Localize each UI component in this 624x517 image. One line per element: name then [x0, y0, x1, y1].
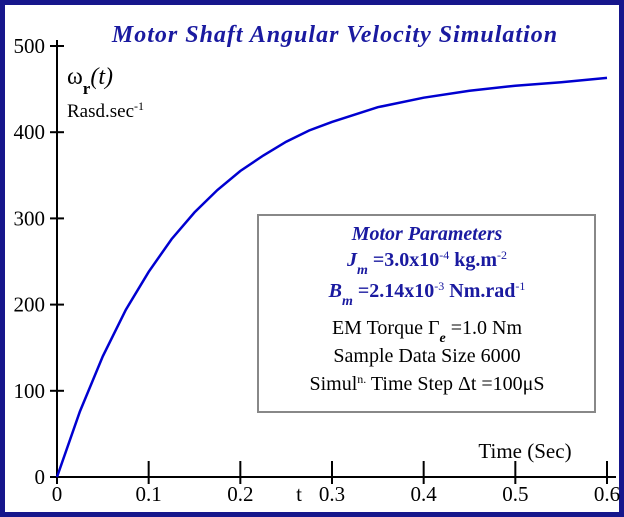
annotation-part: EM Torque Γ [332, 317, 440, 339]
x-tick-label: 0.6 [594, 482, 620, 506]
chart-title: Motor Shaft Angular Velocity Simulation [111, 22, 558, 48]
y-axis-label-part: ω [67, 64, 83, 90]
annotation-line: Simuln. Time Step Δt =100μS [309, 372, 544, 395]
y-tick-label: 0 [35, 465, 46, 489]
x-tick-label: 0.5 [502, 482, 528, 506]
x-tick-label: 0.3 [319, 482, 345, 506]
annotation-part: =1.0 Nm [446, 317, 523, 339]
annotation-line: EM Torque Γe =1.0 Nm [332, 317, 523, 346]
annotation-part: B [328, 280, 342, 302]
x-tick-label: 0.1 [136, 482, 162, 506]
annotation-part: m [357, 263, 368, 278]
annotation-part: =3.0x10 [368, 249, 439, 271]
annotation-box [257, 214, 596, 413]
y-axis-label: ωr(t) [67, 64, 113, 98]
y-axis-label-part: (t) [90, 64, 113, 90]
annotation-part: Nm.rad [444, 280, 515, 302]
y-tick-label: 200 [14, 293, 46, 317]
data-line [55, 76, 608, 478]
x-tick-label: 0 [52, 482, 63, 506]
y-axis-units: Rasd.sec-1 [67, 99, 144, 122]
x-tick-label: 0.4 [411, 482, 438, 506]
y-tick-label: 300 [14, 206, 46, 230]
x-axis-symbol: t [296, 482, 302, 506]
annotation-part: =2.14x10 [353, 280, 434, 302]
annotation-part: Sample Data Size 6000 [333, 345, 520, 367]
annotation-part: -1 [515, 279, 525, 293]
annotation-part: kg.m [449, 249, 497, 271]
y-axis-units-part: -1 [134, 99, 144, 113]
annotation-part: Motor Parameters [351, 223, 503, 245]
y-tick-label: 100 [14, 379, 46, 403]
annotation-line: Motor Parameters [351, 223, 503, 245]
x-axis-label: Time (Sec) [478, 439, 571, 463]
annotation-part: Simul [309, 373, 357, 395]
y-tick-label: 500 [14, 34, 46, 58]
y-axis-label-part: r [83, 79, 91, 98]
annotation-part: Time Step Δt =100μS [366, 373, 544, 395]
x-tick-label: 0.2 [227, 482, 253, 506]
y-tick-label: 400 [14, 120, 46, 144]
annotation-line: Sample Data Size 6000 [333, 345, 520, 367]
annotation-part: -2 [497, 248, 507, 262]
annotation-part: n. [357, 372, 366, 386]
annotation-line: Bm =2.14x10-3 Nm.rad-1 [328, 279, 526, 309]
annotation-part: m [342, 294, 353, 309]
annotation-part: -3 [434, 279, 444, 293]
annotation-part: -4 [439, 248, 449, 262]
annotation-part: J [346, 249, 358, 271]
annotation-part: e [440, 331, 446, 346]
y-axis-units-part: Rasd.sec [67, 101, 134, 122]
annotation-line: Jm =3.0x10-4 kg.m-2 [346, 248, 507, 278]
